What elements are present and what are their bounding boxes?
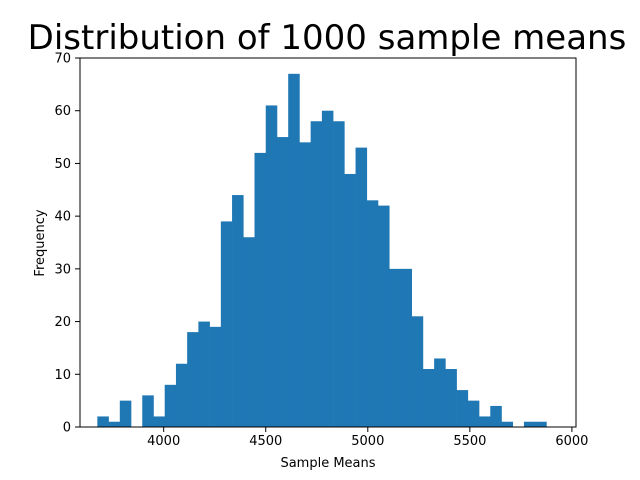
chart-title: Distribution of 1000 sample means (28, 18, 627, 58)
histogram-bar (175, 363, 188, 427)
y-tick-label: 70 (54, 52, 71, 67)
histogram-bar (254, 152, 267, 427)
histogram-bar (479, 416, 491, 427)
y-tick-label: 40 (54, 210, 71, 225)
histogram-bar (333, 121, 345, 427)
histogram-bar (97, 416, 109, 427)
histogram-bar (389, 268, 401, 427)
histogram-bar (490, 405, 502, 427)
histogram-bar (378, 205, 390, 427)
histogram-bar (276, 137, 289, 428)
histogram-bar (198, 321, 210, 427)
histogram-bar (445, 369, 457, 427)
histogram-bar (142, 395, 154, 427)
bars-group (97, 73, 547, 428)
histogram-bar (422, 369, 435, 427)
y-tick-label: 30 (54, 262, 71, 277)
histogram-bar (344, 173, 356, 427)
histogram-bar (164, 384, 177, 427)
y-tick-label: 50 (54, 157, 71, 172)
histogram-bar (411, 316, 424, 427)
histogram-bar (523, 421, 536, 427)
histogram-bar (288, 73, 300, 428)
histogram-bar (501, 421, 514, 427)
histogram-bar (209, 326, 222, 427)
x-axis-label: Sample Means (280, 456, 375, 471)
histogram-bar (153, 416, 166, 427)
histogram-bar (355, 147, 368, 427)
histogram-bar (366, 200, 379, 427)
histogram-bar (232, 195, 244, 427)
histogram-bar (187, 332, 199, 427)
x-tick-label: 5500 (453, 434, 486, 449)
histogram-bar (467, 400, 480, 427)
y-tick-label: 60 (54, 104, 71, 119)
x-tick-label: 5000 (351, 434, 384, 449)
y-axis-ticks: 0 10 20 30 40 50 60 70 (54, 52, 80, 436)
y-tick-label: 10 (54, 368, 71, 383)
histogram-bar (220, 221, 233, 427)
y-axis-label: Frequency (33, 209, 48, 276)
plot-frame (79, 57, 577, 428)
x-axis-ticks: 4000 4500 5000 5500 6000 (147, 427, 588, 449)
y-tick-label: 0 (63, 421, 71, 436)
x-tick-label: 4000 (147, 434, 180, 449)
histogram-bar (310, 121, 323, 427)
histogram-bar (119, 400, 132, 427)
histogram-bar (434, 358, 446, 427)
x-tick-label: 4500 (249, 434, 282, 449)
histogram-bar (108, 421, 121, 427)
x-tick-label: 6000 (555, 434, 588, 449)
histogram-bar (299, 142, 311, 428)
histogram-bar (535, 421, 547, 427)
histogram-bar (321, 110, 334, 427)
histogram-bar (243, 237, 255, 427)
histogram-bar (265, 105, 278, 427)
histogram-bar (400, 268, 412, 427)
y-tick-label: 20 (54, 315, 71, 330)
histogram-bar (456, 390, 469, 427)
